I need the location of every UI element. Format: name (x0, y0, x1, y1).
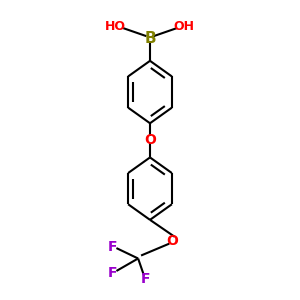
Text: O: O (167, 234, 178, 248)
Text: F: F (108, 266, 118, 280)
Text: B: B (144, 31, 156, 46)
Text: HO: HO (105, 20, 126, 33)
Text: O: O (144, 133, 156, 147)
Text: F: F (141, 272, 150, 286)
Text: F: F (108, 240, 118, 254)
Text: OH: OH (174, 20, 195, 33)
